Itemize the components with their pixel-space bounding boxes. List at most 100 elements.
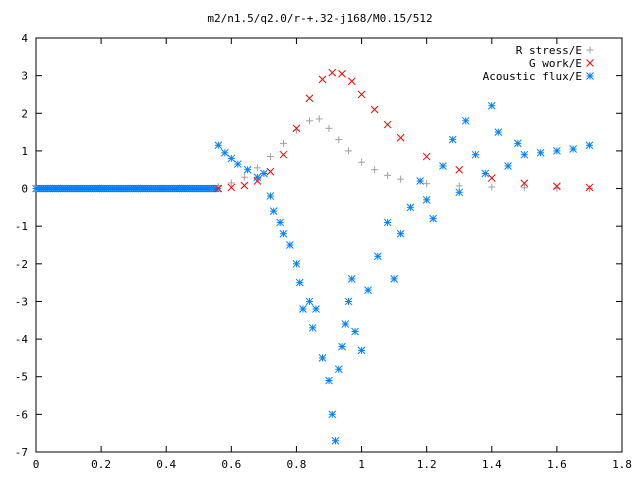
series-g-work-point xyxy=(357,90,366,99)
series-acoustic-flux-point xyxy=(364,286,372,295)
y-tick-label: -5 xyxy=(15,371,28,384)
series-g-work-point xyxy=(227,183,236,192)
y-tick-label: 2 xyxy=(21,107,28,120)
series-r-stress-point xyxy=(279,139,287,147)
series-g-work-point xyxy=(396,133,405,142)
legend-marker xyxy=(586,59,594,67)
series-acoustic-flux-point xyxy=(351,327,359,336)
series-acoustic-flux-point xyxy=(422,195,431,204)
y-tick-label: -7 xyxy=(15,446,28,459)
series-g-work-point xyxy=(585,183,594,192)
series-acoustic-flux-point xyxy=(471,150,480,159)
series-r-stress-point xyxy=(488,183,496,191)
series-g-work-point xyxy=(520,179,529,188)
series-r-stress-point xyxy=(240,173,248,181)
series-acoustic-flux-point xyxy=(331,436,340,445)
plot-frame xyxy=(35,37,623,453)
data-marks xyxy=(32,68,594,445)
series-acoustic-flux-point xyxy=(513,139,522,148)
series-acoustic-flux-point xyxy=(233,160,242,168)
series-g-work-point xyxy=(455,165,464,174)
series-g-work-point xyxy=(383,120,392,129)
series-r-stress-point xyxy=(266,153,274,161)
series-acoustic-flux-point xyxy=(448,135,457,144)
x-tick-label: 1.8 xyxy=(612,458,632,471)
series-r-stress-point xyxy=(384,171,392,179)
series-acoustic-flux-point xyxy=(269,207,278,215)
series-g-work-point xyxy=(214,184,223,193)
y-tick-label: -3 xyxy=(15,295,28,308)
series-g-work-point xyxy=(279,150,288,159)
series-r-stress-point xyxy=(253,164,261,172)
x-tick-label: 0.4 xyxy=(156,458,176,471)
series-acoustic-flux-point xyxy=(312,305,320,313)
series-acoustic-flux-point xyxy=(344,297,353,306)
series-r-stress-point xyxy=(455,182,463,190)
series-acoustic-flux-point xyxy=(487,101,496,110)
plot-border xyxy=(35,37,623,453)
y-tick-label: 4 xyxy=(21,32,28,45)
y-tick-label: -6 xyxy=(15,408,28,421)
series-acoustic-flux-point xyxy=(494,128,503,136)
x-tick-label: 1.2 xyxy=(417,458,437,471)
series-g-work-point xyxy=(266,167,275,176)
series-acoustic-flux-point xyxy=(214,141,223,150)
series-acoustic-flux-point xyxy=(338,342,346,351)
series-acoustic-flux-point xyxy=(318,354,327,362)
series-g-work-point xyxy=(487,174,496,182)
x-tick-label: 1.4 xyxy=(482,458,502,471)
y-tick-label: 3 xyxy=(21,70,28,83)
series-r-stress-point xyxy=(520,184,528,192)
series-g-work-point xyxy=(305,94,314,103)
series-acoustic-flux-point xyxy=(279,229,288,238)
series-acoustic-flux-point xyxy=(504,162,512,170)
series-acoustic-flux-point xyxy=(260,169,268,178)
series-acoustic-flux-point xyxy=(455,188,464,197)
x-tick-label: 1 xyxy=(358,458,365,471)
series-acoustic-flux-point xyxy=(383,218,392,227)
series-acoustic-flux-point xyxy=(461,116,470,125)
series-acoustic-flux-point xyxy=(227,154,236,163)
series-acoustic-flux-point xyxy=(396,229,405,238)
series-r-stress-point xyxy=(371,166,379,174)
series-acoustic-flux-point xyxy=(276,218,285,227)
series-acoustic-flux-point xyxy=(553,147,561,155)
series-acoustic-flux-point xyxy=(390,275,398,283)
y-tick-label: -2 xyxy=(15,258,28,271)
series-r-stress-point xyxy=(585,185,593,193)
x-tick-label: 0.8 xyxy=(287,458,307,471)
series-acoustic-flux-point xyxy=(439,162,447,170)
x-tick-label: 0.6 xyxy=(221,458,241,471)
series-acoustic-flux-point xyxy=(220,148,229,157)
y-tick-label: -4 xyxy=(15,333,29,346)
axis-ticks: 0 0.2 0.4 0.6 0.8 1 1.2 1.4 1.6 1.8 -7 -6 -5 -4 -3 -2 -1… xyxy=(15,32,632,471)
series-acoustic-flux-point xyxy=(373,252,382,261)
x-tick-label: 0.2 xyxy=(91,458,111,471)
series-g-work-point xyxy=(553,182,561,191)
y-tick-label: -1 xyxy=(15,220,28,233)
series-acoustic-flux-point xyxy=(266,192,275,200)
series-acoustic-flux-point xyxy=(347,275,356,283)
series-g-work-point xyxy=(370,105,379,114)
series-acoustic-flux-point xyxy=(536,148,545,157)
chart-title: m2/n1.5/q2.0/r-+.32-j168/M0.15/512 xyxy=(207,12,432,25)
series-acoustic-flux-point xyxy=(253,173,262,182)
series-g-work-point xyxy=(347,77,356,86)
series-acoustic-flux-point xyxy=(357,346,366,355)
series-acoustic-flux-point xyxy=(286,241,294,249)
series-g-work-point xyxy=(292,124,301,133)
series-acoustic-flux-point xyxy=(416,177,425,185)
series-g-work-point xyxy=(253,177,262,185)
legend-label: R stress/E xyxy=(516,44,582,57)
x-tick-label: 0 xyxy=(33,458,40,471)
series-acoustic-flux-point xyxy=(341,320,350,328)
series-g-work-point xyxy=(240,181,249,190)
legend-marker xyxy=(586,72,594,80)
series-acoustic-flux-point xyxy=(295,278,304,287)
series-r-stress-point xyxy=(423,180,431,188)
series-acoustic-flux-point xyxy=(292,259,301,268)
series-r-stress-point xyxy=(345,147,353,155)
series-r-stress-point xyxy=(335,136,343,144)
